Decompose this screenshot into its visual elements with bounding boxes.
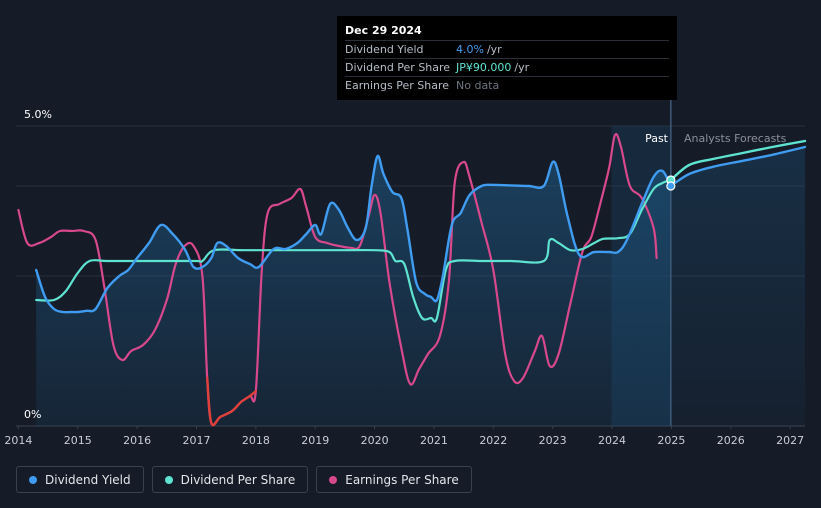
eps-negative-segment — [206, 376, 257, 427]
x-tick-label: 2024 — [598, 434, 626, 447]
series-line — [17, 133, 658, 427]
legend: Dividend Yield Dividend Per Share Earnin… — [16, 466, 472, 493]
x-tick-label: 2016 — [123, 434, 151, 447]
series-line — [35, 154, 672, 314]
series-line — [669, 145, 807, 188]
x-tick-label: 2014 — [4, 434, 32, 447]
area-layer — [36, 100, 805, 426]
x-tick-label: 2019 — [301, 434, 329, 447]
line-layer — [17, 133, 807, 427]
x-tick-label: 2018 — [242, 434, 270, 447]
legend-label: Dividend Yield — [45, 472, 131, 487]
legend-dividend-yield[interactable]: Dividend Yield — [16, 466, 144, 493]
x-tick-label: 2015 — [64, 434, 92, 447]
tooltip-label: Dividend Yield — [345, 43, 424, 56]
tooltip-row-dividend-per-share: Dividend Per Share JP¥90.000 /yr — [345, 58, 669, 76]
x-tick-label: 2017 — [182, 434, 210, 447]
series-line — [35, 178, 672, 323]
tooltip-unit: /yr — [486, 43, 502, 56]
tooltip-label: Earnings Per Share — [345, 79, 450, 92]
tooltip-row-earnings-per-share: Earnings Per Share No data — [345, 76, 669, 94]
legend-dot-icon — [329, 475, 338, 484]
series-line — [669, 139, 807, 182]
y-tick-label: 5.0% — [24, 108, 52, 121]
axis-labels: 0% 5.0% 2014 2015 2016 2017 2018 2019 2020 2021 20… — [4, 108, 804, 447]
tooltip-value: JP¥90.000 — [456, 61, 512, 74]
forecast-label: Analysts Forecasts — [684, 132, 787, 145]
yield-area — [36, 155, 671, 426]
yield-area — [670, 147, 805, 426]
past-label: Past — [645, 132, 669, 145]
y-tick-label: 0% — [24, 408, 41, 421]
x-tick-label: 2021 — [420, 434, 448, 447]
legend-dividend-per-share[interactable]: Dividend Per Share — [151, 466, 309, 493]
tooltip: Dec 29 2024 Dividend Yield 4.0% /yr Divi… — [337, 16, 677, 100]
tooltip-value: No data — [456, 79, 500, 92]
x-tick-label: 2023 — [539, 434, 567, 447]
yield-marker — [666, 181, 676, 191]
x-tick-label: 2025 — [657, 434, 685, 447]
x-tick-label: 2020 — [361, 434, 389, 447]
legend-earnings-per-share[interactable]: Earnings Per Share — [316, 466, 472, 493]
legend-dot-icon — [164, 475, 173, 484]
tooltip-unit: /yr — [514, 61, 530, 74]
legend-label: Dividend Per Share — [180, 472, 296, 487]
tooltip-value: 4.0% — [456, 43, 484, 56]
legend-label: Earnings Per Share — [345, 472, 459, 487]
x-tick-label: 2027 — [776, 434, 804, 447]
x-tick-label: 2026 — [717, 434, 745, 447]
x-tick-label: 2022 — [479, 434, 507, 447]
tooltip-row-dividend-yield: Dividend Yield 4.0% /yr — [345, 40, 669, 58]
tooltip-date: Dec 29 2024 — [345, 24, 422, 37]
legend-dot-icon — [29, 475, 37, 484]
tooltip-label: Dividend Per Share — [345, 61, 451, 74]
